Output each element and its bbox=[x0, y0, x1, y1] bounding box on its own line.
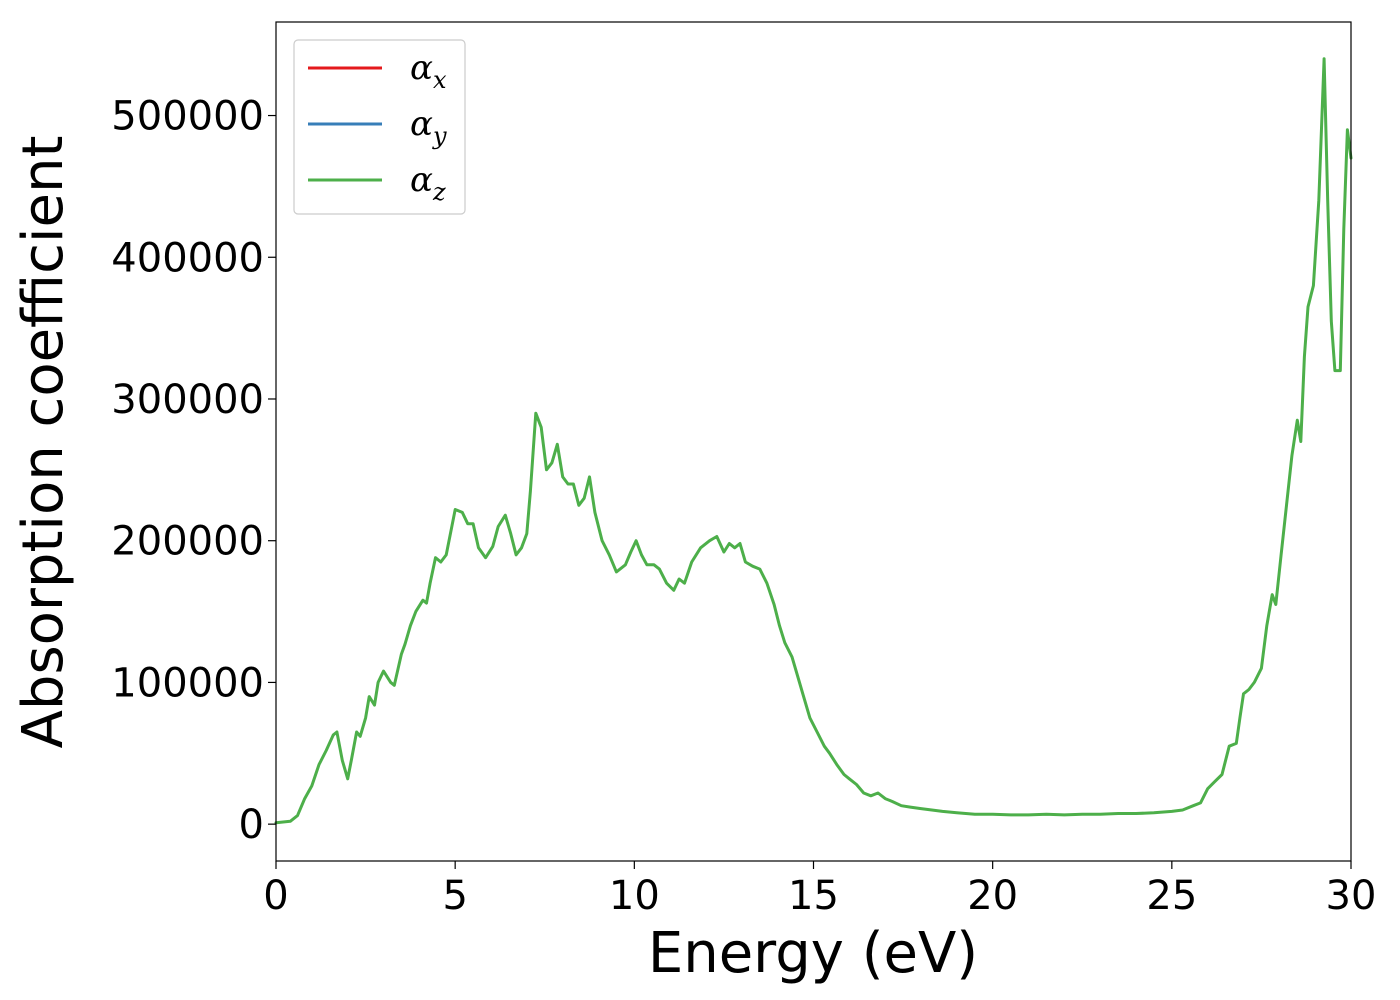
series-line-0 bbox=[274, 57, 1353, 825]
x-tick-label: 25 bbox=[1146, 873, 1197, 919]
y-tick-label: 200000 bbox=[111, 519, 264, 565]
legend-label-subscript: x bbox=[433, 66, 447, 94]
y-axis-title: Absorption coefficient bbox=[11, 136, 76, 749]
y-tick-label: 500000 bbox=[111, 94, 264, 140]
legend-label-base: α bbox=[410, 48, 433, 88]
legend-label: αz bbox=[410, 160, 446, 206]
legend-label: αx bbox=[410, 48, 447, 94]
y-tick-label: 400000 bbox=[111, 235, 264, 281]
legend-label-subscript: y bbox=[432, 122, 447, 150]
x-tick-label: 0 bbox=[263, 873, 288, 919]
y-tick-label: 0 bbox=[239, 802, 264, 848]
x-tick-label: 15 bbox=[788, 873, 839, 919]
y-tick-label: 100000 bbox=[111, 660, 264, 706]
x-axis-title: Energy (eV) bbox=[648, 921, 978, 986]
legend-label-base: α bbox=[410, 160, 433, 200]
x-tick-label: 5 bbox=[442, 873, 467, 919]
series-layer bbox=[274, 57, 1353, 825]
x-tick-label: 10 bbox=[609, 873, 660, 919]
legend-label-subscript: z bbox=[432, 178, 446, 206]
x-tick-label: 20 bbox=[967, 873, 1018, 919]
legend-label-base: α bbox=[410, 104, 433, 144]
legend-frame bbox=[293, 39, 466, 215]
x-tick-label: 30 bbox=[1326, 873, 1377, 919]
legend-label: αy bbox=[410, 104, 447, 150]
y-tick-label: 300000 bbox=[111, 377, 264, 423]
y-axis: 0 100000 200000 300000 400000 500000 bbox=[111, 94, 276, 848]
x-axis: 0 5 10 15 20 25 30 bbox=[263, 861, 1376, 919]
